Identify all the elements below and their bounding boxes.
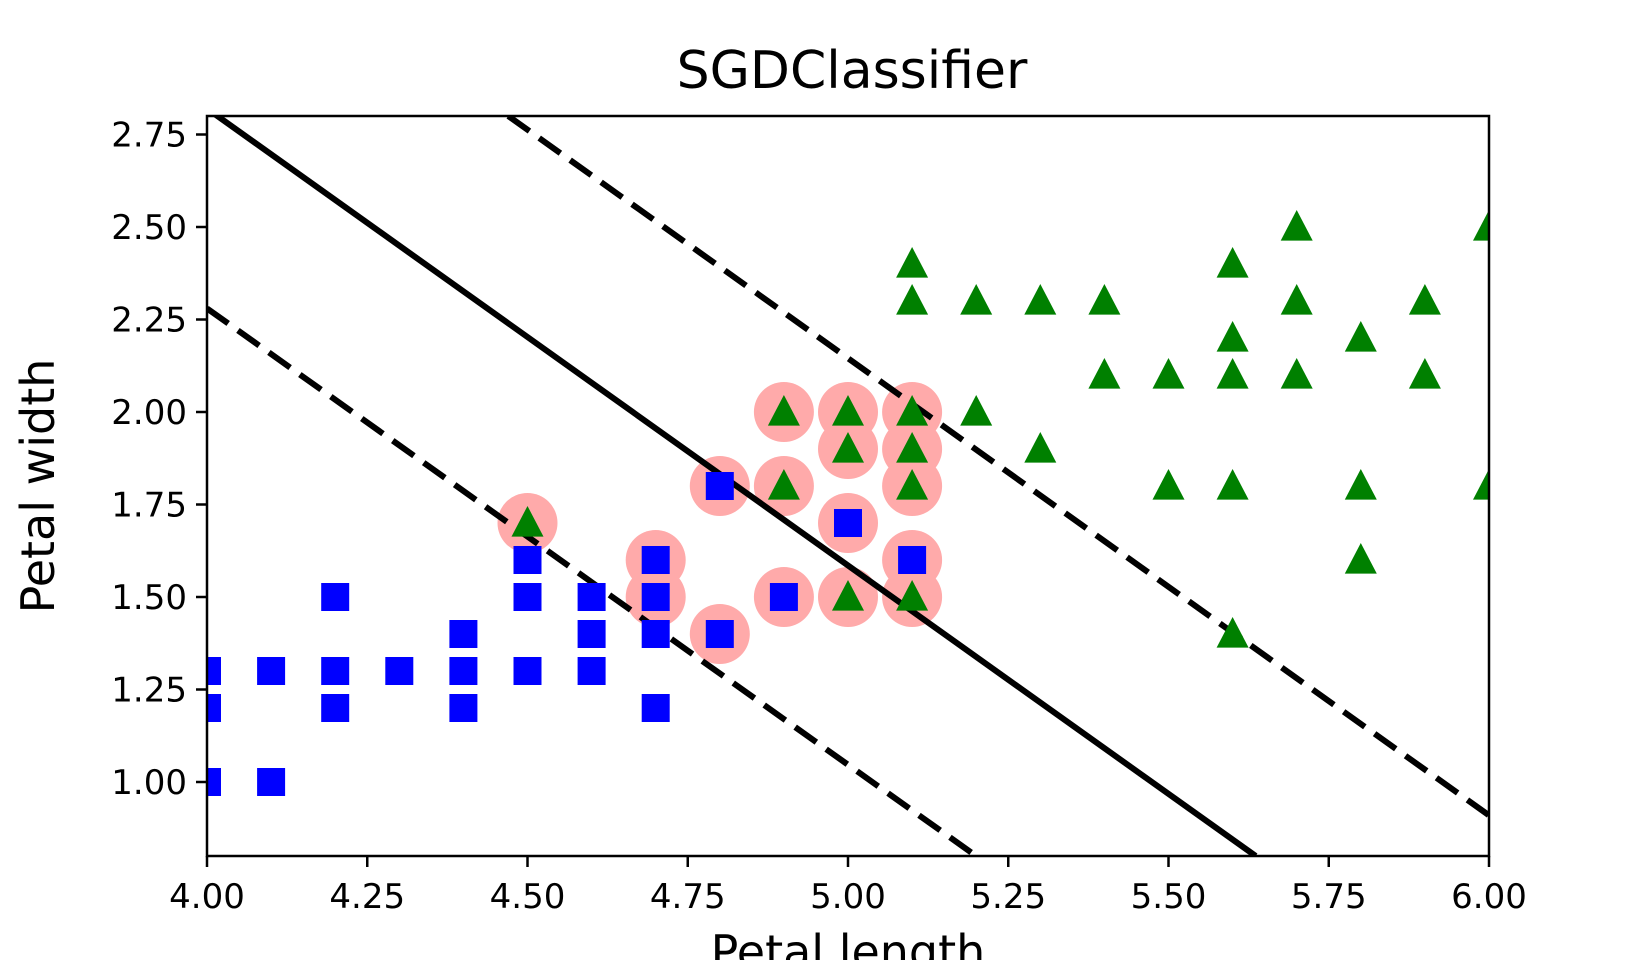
y-tick-label: 2.25 (111, 301, 187, 341)
square-point (321, 657, 350, 685)
square-point (207, 768, 221, 796)
triangle-point (960, 395, 993, 426)
square-point (641, 694, 670, 722)
triangle-point (896, 247, 929, 278)
square-point (513, 583, 542, 611)
triangle-point (1280, 358, 1313, 389)
margin-line (207, 305, 978, 856)
triangle-point (1216, 247, 1249, 278)
square-point (321, 694, 350, 722)
data-point-layer (207, 210, 1489, 796)
x-tick-label: 6.00 (1451, 877, 1527, 917)
triangle-point (896, 469, 929, 500)
triangle-point (511, 506, 544, 537)
triangle-point (1408, 284, 1441, 315)
square-point (385, 657, 414, 685)
square-point (705, 620, 734, 648)
triangle-point (832, 395, 864, 426)
triangle-point (1024, 432, 1057, 463)
y-tick-label: 2.00 (111, 393, 187, 433)
triangle-point (1024, 284, 1057, 315)
triangle-point (960, 284, 993, 315)
x-tick-label: 4.00 (169, 877, 245, 917)
square-point (577, 620, 606, 648)
square-point (577, 583, 606, 611)
triangle-point (1473, 469, 1489, 500)
triangle-point (1280, 284, 1313, 315)
triangle-point (1216, 321, 1249, 352)
triangle-point (1344, 321, 1377, 352)
square-point (769, 583, 798, 611)
square-point (257, 657, 286, 685)
triangle-point (1152, 358, 1185, 389)
square-point (207, 694, 221, 722)
square-point (577, 657, 606, 685)
y-tick-label: 1.50 (111, 578, 187, 618)
x-tick-label: 5.50 (1131, 877, 1207, 917)
square-point (834, 509, 862, 537)
x-tick-label: 4.25 (329, 877, 405, 917)
square-point (641, 583, 670, 611)
y-axis-title: Petal width (11, 359, 65, 614)
chart-title: SGDClassifier (677, 41, 1028, 101)
square-point (705, 472, 734, 500)
square-point (513, 546, 542, 574)
square-point (641, 546, 670, 574)
triangle-point (1216, 617, 1249, 648)
triangle-point (1216, 358, 1249, 389)
y-tick-label: 2.75 (111, 116, 187, 156)
triangle-point (1152, 469, 1185, 500)
x-tick-label: 5.25 (970, 877, 1046, 917)
triangle-point (1344, 469, 1377, 500)
triangle-point (1216, 469, 1249, 500)
triangle-point (832, 580, 864, 611)
square-point (207, 657, 221, 685)
triangle-point (1088, 284, 1121, 315)
triangle-point (832, 432, 864, 463)
margin-line (506, 116, 1489, 818)
square-point (321, 583, 350, 611)
y-tick-label: 1.75 (111, 486, 187, 526)
x-tick-label: 4.75 (650, 877, 726, 917)
triangle-point (1344, 543, 1377, 574)
triangle-point (896, 432, 929, 463)
square-point (449, 694, 478, 722)
square-point (641, 620, 670, 648)
x-tick-label: 5.75 (1291, 877, 1367, 917)
triangle-point (1408, 358, 1441, 389)
square-point (449, 657, 478, 685)
x-tick-label: 4.50 (490, 877, 566, 917)
square-point (513, 657, 542, 685)
y-axis-ticks: 1.00 1.25 1.50 1.75 2.00 2.25 2.50 2.75 (111, 116, 207, 803)
triangle-point (767, 469, 800, 500)
x-axis-title: Petal length (711, 925, 986, 960)
y-tick-label: 1.25 (111, 671, 187, 711)
triangle-point (1088, 358, 1121, 389)
y-tick-label: 1.00 (111, 763, 187, 803)
x-axis-ticks: 4.00 4.25 4.50 4.75 5.00 5.25 5.50 5.75 6.00 (169, 856, 1527, 917)
triangle-point (896, 284, 929, 315)
y-tick-label: 2.50 (111, 208, 187, 248)
square-point (449, 620, 478, 648)
x-tick-label: 5.00 (810, 877, 886, 917)
triangle-point (767, 395, 800, 426)
triangle-point (1280, 210, 1313, 241)
triangle-point (896, 580, 929, 611)
triangle-point (896, 395, 929, 426)
square-point (257, 768, 286, 796)
triangle-point (1473, 210, 1489, 241)
square-point (898, 546, 927, 574)
